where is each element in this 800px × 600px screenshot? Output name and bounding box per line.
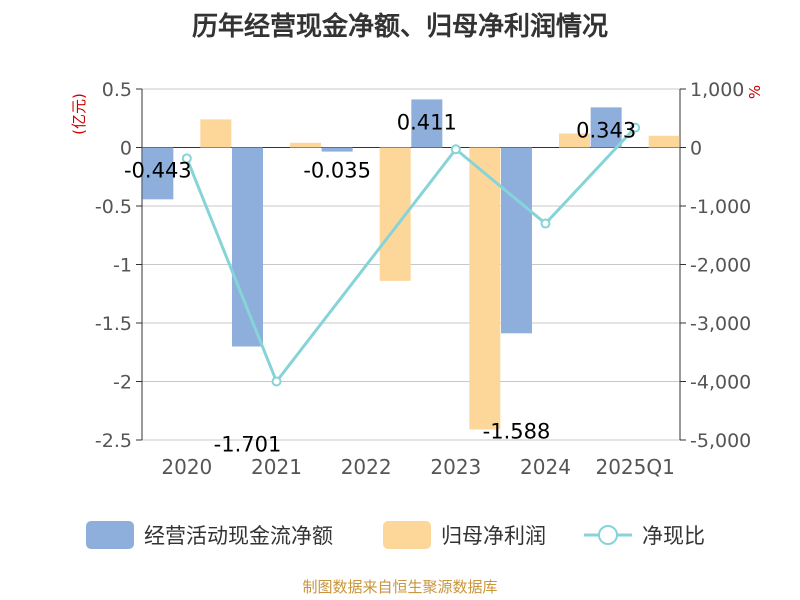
ratio-point <box>271 376 282 387</box>
right-unit-label: % <box>746 85 764 99</box>
cashflow-bar <box>411 99 443 148</box>
net-profit-bar <box>200 119 232 148</box>
right-tick-label: 0 <box>690 138 702 160</box>
cashflow-bar <box>590 107 622 148</box>
left-unit-label: (亿元) <box>70 93 88 135</box>
category-label: 2023 <box>430 455 481 479</box>
legend: 经营活动现金流净额 归母净利润 净现比 <box>86 521 705 549</box>
axes: 0.5 0 -0.5 -1 -1.5 -2 -2.5 1,000 0 -1,000 -2,000 -3… <box>70 79 764 479</box>
net-profit-bar <box>290 142 321 148</box>
cashflow-bar <box>142 147 174 200</box>
category-label: 2024 <box>520 455 571 479</box>
left-tick-label: -1 <box>113 255 132 277</box>
cashflow-bar <box>232 147 263 347</box>
legend-marker <box>598 525 618 545</box>
legend-label: 净现比 <box>642 524 705 548</box>
net-profit-bar <box>648 135 680 148</box>
net-profit-bar <box>559 133 590 148</box>
left-tick-label: -2 <box>113 372 132 394</box>
data-labels: -0.443 -1.701 -0.035 0.411 -1.588 0.343 <box>124 110 636 456</box>
right-tick-label: -5,000 <box>690 430 751 452</box>
right-tick-label: -2,000 <box>690 255 751 277</box>
data-label: 0.411 <box>397 110 457 134</box>
source-footer: 制图数据来自恒生聚源数据库 <box>302 578 498 596</box>
chart-title: 历年经营现金净额、归母净利润情况 <box>191 12 608 42</box>
legend-label: 经营活动现金流净额 <box>144 524 333 548</box>
ratio-point <box>540 218 551 229</box>
left-tick-label: -0.5 <box>95 196 132 218</box>
data-label: 0.343 <box>576 118 636 142</box>
category-label: 2021 <box>251 455 302 479</box>
right-tick-label: -1,000 <box>690 196 751 218</box>
ratio-line <box>181 122 641 387</box>
category-label: 2020 <box>161 455 212 479</box>
right-tick-label: 1,000 <box>690 79 744 101</box>
left-tick-label: -2.5 <box>95 430 132 452</box>
data-label: -0.443 <box>124 159 192 183</box>
cashflow-bar <box>501 147 532 334</box>
right-tick-label: -3,000 <box>690 313 751 335</box>
left-tick-label: 0.5 <box>102 79 132 101</box>
data-label: -1.701 <box>214 433 282 457</box>
legend-label: 归母净利润 <box>441 524 546 548</box>
data-label: -0.035 <box>303 159 371 183</box>
left-tick-label: -1.5 <box>95 313 132 335</box>
legend-swatch <box>86 521 134 549</box>
category-label: 2025Q1 <box>595 455 674 479</box>
data-label: -1.588 <box>483 419 551 443</box>
ratio-point <box>450 144 461 155</box>
right-tick-label: -4,000 <box>690 372 751 394</box>
ratio-point <box>181 153 192 164</box>
category-label: 2022 <box>341 455 392 479</box>
ratio-point <box>630 122 641 133</box>
legend-swatch <box>383 521 431 549</box>
cashflow-bar <box>321 147 353 152</box>
left-tick-label: 0 <box>120 138 132 160</box>
net-profit-bar <box>469 147 501 430</box>
